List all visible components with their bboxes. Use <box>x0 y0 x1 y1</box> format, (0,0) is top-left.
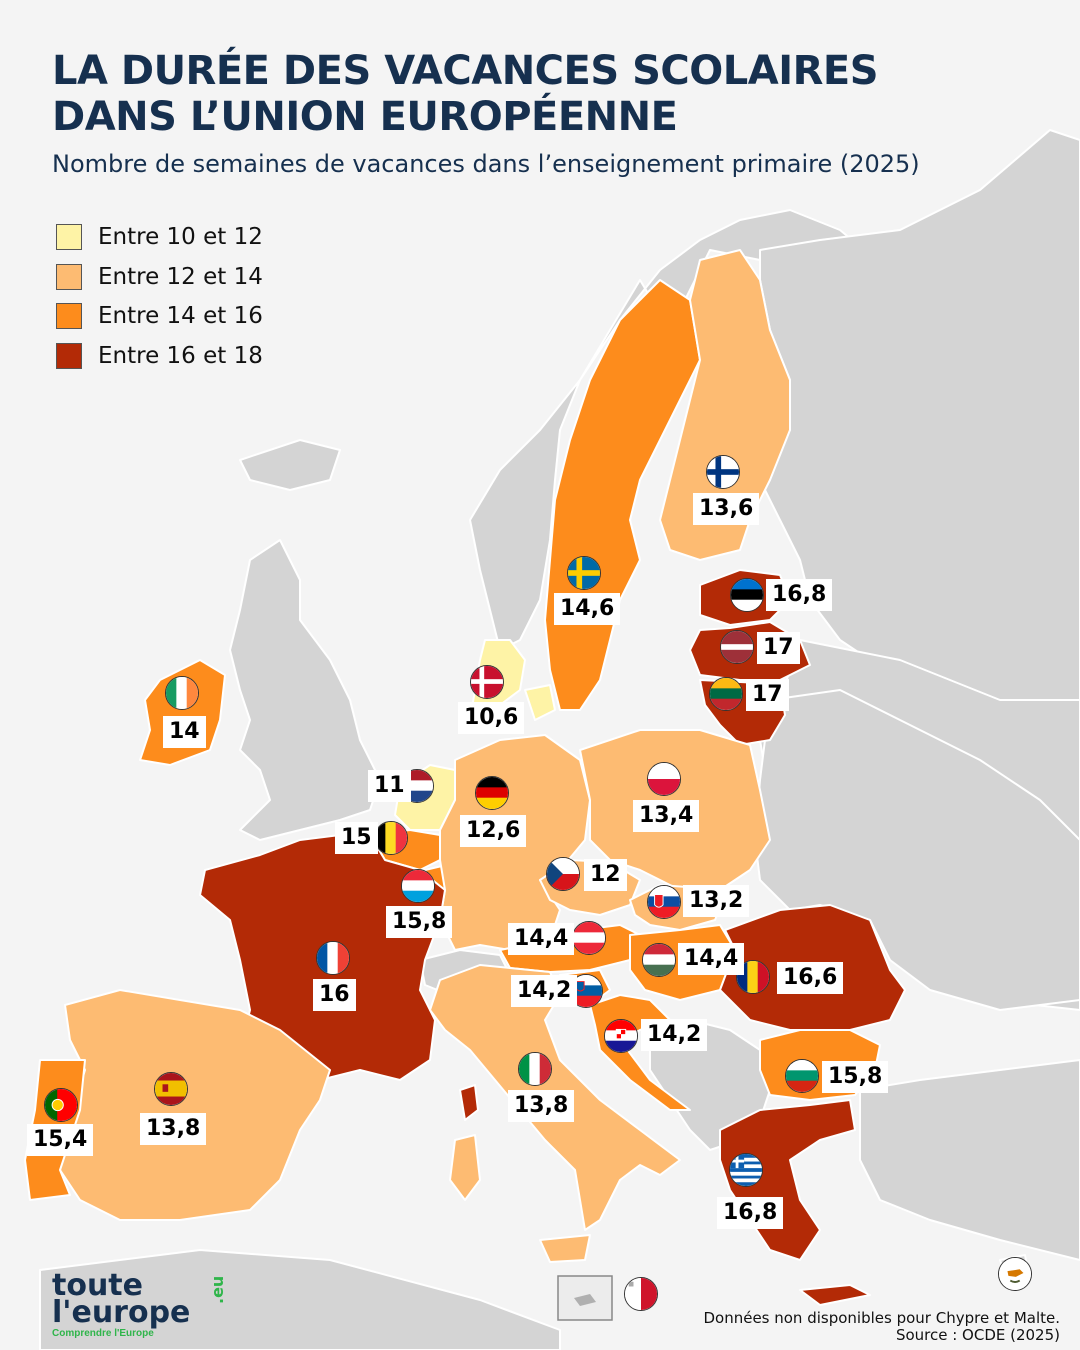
country-greece-crete <box>799 1284 871 1306</box>
legend-label: Entre 10 et 12 <box>98 224 263 250</box>
value-label-italy: 13,8 <box>508 1090 575 1122</box>
malta-flag-icon <box>624 1277 658 1311</box>
value-label-poland: 13,4 <box>633 800 700 832</box>
value-label-romania: 16,6 <box>777 962 844 994</box>
finland-flag-icon <box>706 455 740 489</box>
estonia-flag-icon <box>730 578 764 612</box>
spain-flag-icon <box>154 1072 188 1106</box>
title-line-1: LA DURÉE DES VACANCES SCOLAIRES <box>52 48 879 94</box>
belarus-ukraine-region <box>754 689 1080 1011</box>
greece-flag-icon <box>729 1153 763 1187</box>
country-finland <box>659 249 791 561</box>
great-britain-region <box>229 539 381 841</box>
poland-flag-icon <box>647 762 681 796</box>
lithuania-flag-icon <box>709 677 743 711</box>
germany-flag-icon <box>475 776 509 810</box>
bulgaria-flag-icon <box>785 1059 819 1093</box>
value-label-austria: 14,4 <box>508 923 575 955</box>
luxembourg-flag-icon <box>401 869 435 903</box>
page-title: LA DURÉE DES VACANCES SCOLAIRES DANS L’U… <box>52 48 879 140</box>
value-label-netherlands: 11 <box>368 770 411 802</box>
austria-flag-icon <box>572 921 606 955</box>
value-label-latvia: 17 <box>757 632 800 664</box>
source-note: Données non disponibles pour Chypre et M… <box>703 1310 1060 1344</box>
czechia-flag-icon <box>546 857 580 891</box>
value-label-hungary: 14,4 <box>678 943 745 975</box>
legend: Entre 10 et 12 Entre 12 et 14 Entre 14 e… <box>40 214 324 378</box>
value-label-spain: 13,8 <box>140 1113 207 1145</box>
value-label-estonia: 16,8 <box>766 579 833 611</box>
value-label-bulgaria: 15,8 <box>822 1061 889 1093</box>
italy-flag-icon <box>518 1052 552 1086</box>
country-denmark-islands <box>524 684 556 721</box>
value-label-denmark: 10,6 <box>458 702 525 734</box>
legend-swatch-14-16 <box>56 303 82 329</box>
legend-swatch-16-18 <box>56 343 82 369</box>
logo-text-line-1: toute <box>52 1268 143 1303</box>
cyprus-flag-icon <box>998 1257 1032 1291</box>
value-label-slovakia: 13,2 <box>683 885 750 917</box>
legend-label: Entre 14 et 16 <box>98 303 263 329</box>
malta-inset-island <box>574 1294 596 1306</box>
turkey-region <box>859 1059 1080 1261</box>
ireland-flag-icon <box>165 676 199 710</box>
legend-swatch-12-14 <box>56 264 82 290</box>
logo-tagline: Comprendre l'Europe <box>52 1328 154 1339</box>
logo-text-line-2: l'europe <box>52 1295 191 1330</box>
country-france-corsica <box>459 1084 479 1121</box>
legend-label: Entre 12 et 14 <box>98 264 263 290</box>
value-label-france: 16 <box>313 979 356 1011</box>
france-flag-icon <box>316 941 350 975</box>
value-label-germany: 12,6 <box>460 815 527 847</box>
no-data-note: Données non disponibles pour Chypre et M… <box>703 1309 1060 1327</box>
croatia-flag-icon <box>604 1019 638 1053</box>
country-italy-sicily <box>539 1234 591 1263</box>
denmark-flag-icon <box>470 665 504 699</box>
latvia-flag-icon <box>720 630 754 664</box>
value-label-belgium: 15 <box>335 822 378 854</box>
value-label-luxembourg: 15,8 <box>386 906 453 938</box>
page-subtitle: Nombre de semaines de vacances dans l’en… <box>52 150 920 178</box>
legend-swatch-10-12 <box>56 224 82 250</box>
value-label-croatia: 14,2 <box>641 1019 708 1051</box>
value-label-lithuania: 17 <box>746 679 789 711</box>
belgium-flag-icon <box>374 821 408 855</box>
value-label-greece: 16,8 <box>717 1197 784 1229</box>
legend-label: Entre 16 et 18 <box>98 343 263 369</box>
value-label-slovenia: 14,2 <box>511 975 578 1007</box>
country-italy-sardinia <box>449 1134 481 1201</box>
value-label-sweden: 14,6 <box>554 593 621 625</box>
portugal-flag-icon <box>44 1088 78 1122</box>
north-africa-region <box>39 1249 561 1350</box>
hungary-flag-icon <box>642 943 676 977</box>
title-line-2: DANS L’UNION EUROPÉENNE <box>52 94 678 140</box>
value-label-portugal: 15,4 <box>27 1124 94 1156</box>
toute-leurope-logo[interactable]: toute l'europe .eu Comprendre l'Europe <box>52 1268 242 1342</box>
logo-eu-suffix: .eu <box>208 1275 227 1304</box>
sweden-flag-icon <box>567 556 601 590</box>
value-label-czechia: 12 <box>584 859 627 891</box>
source-line: Source : OCDE (2025) <box>895 1326 1060 1344</box>
value-label-ireland: 14 <box>163 716 206 748</box>
value-label-finland: 13,6 <box>693 493 760 525</box>
slovakia-flag-icon <box>647 885 681 919</box>
iceland-region <box>239 439 341 491</box>
